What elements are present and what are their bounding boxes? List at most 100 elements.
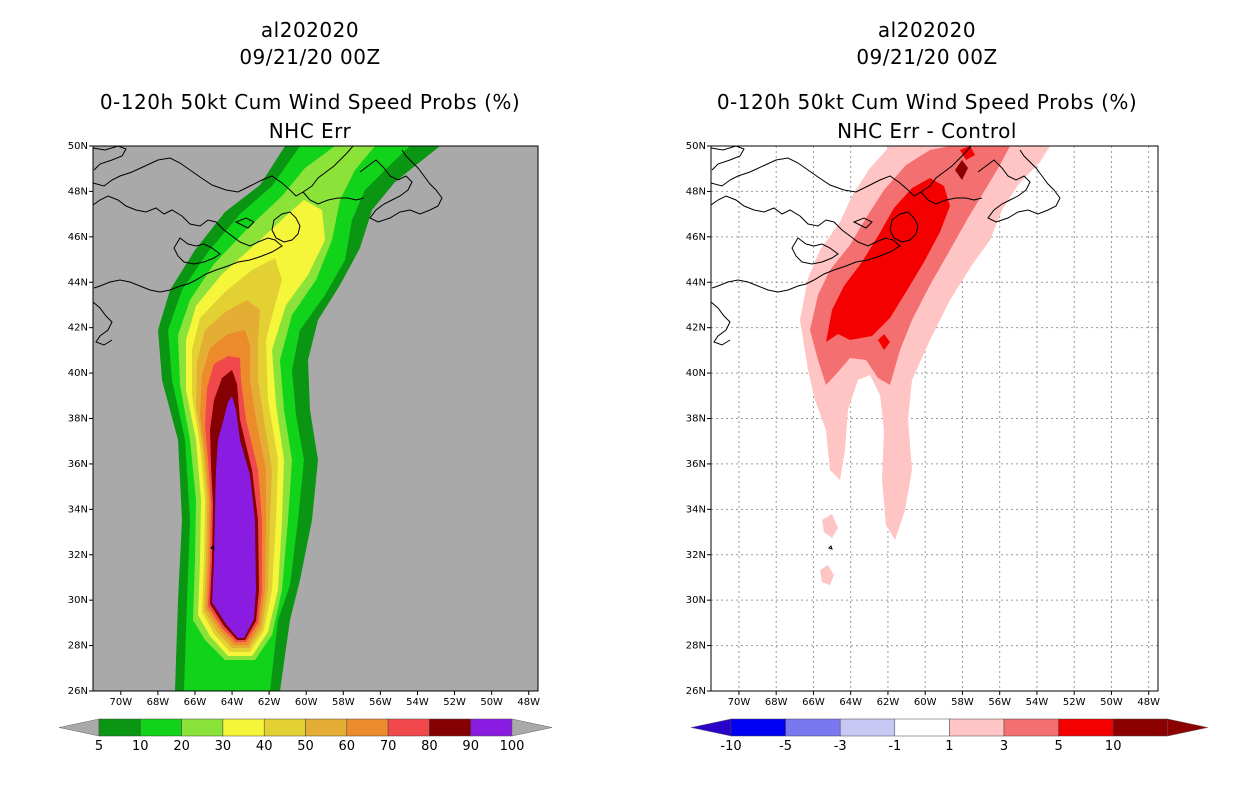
left-ytick-label: 32N: [68, 550, 88, 561]
right-colorbar-box: [730, 718, 786, 737]
right-colorbar-label: 5: [1054, 739, 1062, 754]
left-xtick-label: 70W: [110, 697, 133, 708]
right-colorbar-box: [785, 718, 841, 737]
left-ytick-label: 46N: [68, 232, 88, 243]
right-xtick-label: 48W: [1137, 697, 1160, 708]
right-xtick-label: 62W: [877, 697, 900, 708]
left-datetime: 09/21/20 00Z: [239, 45, 380, 69]
right-colorbar-box: [1112, 718, 1169, 737]
right-ytick-label: 50N: [686, 141, 706, 152]
right-colorbar: -10 -5 -3 -1 1 3 5 10: [690, 718, 1208, 754]
left-colorbar-box: [305, 718, 348, 737]
left-xtick-label: 58W: [332, 697, 355, 708]
right-ytick-label: 34N: [686, 504, 706, 515]
left-contour-band-10: [212, 396, 256, 638]
right-colorbar-box: [949, 718, 1005, 737]
left-chart-title: 0-120h 50kt Cum Wind Speed Probs (%): [100, 90, 520, 114]
right-panel: al202020 09/21/20 00Z 0-120h 50kt Cum Wi…: [686, 18, 1208, 754]
right-chart-title: 0-120h 50kt Cum Wind Speed Probs (%): [717, 90, 1137, 114]
left-ytick-label: 42N: [68, 323, 88, 334]
left-colorbar: 5 10 20 30 40 50 60 70 80 90 100: [58, 718, 553, 754]
left-ytick-label: 36N: [68, 459, 88, 470]
right-ytick-label: 32N: [686, 550, 706, 561]
left-xtick-label: 48W: [517, 697, 540, 708]
left-ytick-label: 50N: [68, 141, 88, 152]
right-ytick-label: 42N: [686, 323, 706, 334]
right-colorbar-box: [839, 718, 896, 737]
right-contour-5to10-blob: [878, 334, 890, 350]
right-storm-id: al202020: [878, 18, 976, 42]
right-ytick-label: 44N: [686, 277, 706, 288]
right-axis-ticks: 70W 68W 66W 64W 62W 60W 58W 56W 54W 52W 50W 48W 26N 2…: [686, 141, 1160, 708]
left-colorbar-extend-high: [511, 718, 553, 737]
left-colorbar-label: 10: [132, 739, 149, 754]
left-colorbar-box: [181, 718, 224, 737]
left-xtick-label: 56W: [369, 697, 392, 708]
left-colorbar-extend-low: [58, 718, 100, 737]
left-colorbar-box: [222, 718, 265, 737]
left-colorbar-label: 100: [500, 739, 525, 754]
left-colorbar-label: 40: [256, 739, 273, 754]
left-probability-contours: [158, 146, 440, 691]
left-map: [93, 146, 538, 691]
left-ytick-label: 48N: [68, 186, 88, 197]
right-ytick-label: 48N: [686, 186, 706, 197]
left-colorbar-box: [263, 718, 306, 737]
left-xtick-label: 52W: [443, 697, 466, 708]
right-colorbar-label: 1: [945, 739, 953, 754]
left-colorbar-label: 70: [380, 739, 397, 754]
right-xtick-label: 68W: [765, 697, 788, 708]
left-colorbar-label: 5: [95, 739, 103, 754]
left-colorbar-box: [346, 718, 389, 737]
left-ytick-label: 40N: [68, 368, 88, 379]
left-colorbar-label: 30: [215, 739, 232, 754]
left-ytick-label: 30N: [68, 595, 88, 606]
left-xtick-label: 62W: [258, 697, 281, 708]
right-ytick-label: 26N: [686, 686, 706, 697]
right-colorbar-box: [1058, 718, 1114, 737]
right-colorbar-label: -1: [888, 739, 901, 754]
right-xtick-label: 60W: [914, 697, 937, 708]
left-ytick-label: 34N: [68, 504, 88, 515]
right-colorbar-label: -3: [834, 739, 847, 754]
left-storm-id: al202020: [261, 18, 359, 42]
right-contour-1to3-blob-a: [822, 514, 838, 538]
right-ytick-label: 28N: [686, 641, 706, 652]
left-colorbar-box: [387, 718, 430, 737]
right-contour-5to10-top: [960, 146, 975, 160]
right-colorbar-label: -10: [720, 739, 741, 754]
right-colorbar-box: [1003, 718, 1059, 737]
right-xtick-label: 54W: [1026, 697, 1049, 708]
left-colorbar-box: [98, 718, 141, 737]
left-panel: al202020 09/21/20 00Z 0-120h 50kt Cum Wi…: [58, 18, 553, 754]
right-colorbar-extend-high: [1167, 718, 1208, 737]
left-xtick-label: 54W: [406, 697, 429, 708]
right-contour-gt10: [955, 160, 968, 180]
left-xtick-label: 64W: [221, 697, 244, 708]
right-ytick-label: 40N: [686, 368, 706, 379]
left-xtick-label: 50W: [480, 697, 503, 708]
left-ytick-label: 28N: [68, 641, 88, 652]
right-xtick-label: 56W: [988, 697, 1011, 708]
right-chart-subtitle: NHC Err - Control: [837, 119, 1017, 143]
left-axis-ticks: 70W 68W 66W 64W 62W 60W 58W 56W 54W 52W 50W 48W 26N 2…: [68, 141, 540, 708]
right-colorbar-box: [894, 718, 950, 737]
left-colorbar-label: 20: [173, 739, 190, 754]
right-xtick-label: 50W: [1100, 697, 1123, 708]
right-xtick-label: 58W: [951, 697, 974, 708]
right-colorbar-label: -5: [779, 739, 792, 754]
right-difference-contours: [800, 146, 1050, 585]
right-ytick-label: 38N: [686, 414, 706, 425]
left-colorbar-label: 90: [462, 739, 479, 754]
left-colorbar-label: 50: [297, 739, 314, 754]
right-colorbar-label: 3: [1000, 739, 1008, 754]
right-colorbar-label: 10: [1105, 739, 1122, 754]
left-chart-subtitle: NHC Err: [269, 119, 352, 143]
left-ytick-label: 26N: [68, 686, 88, 697]
right-ytick-label: 36N: [686, 459, 706, 470]
right-contour-1to3-blob-b: [820, 565, 834, 585]
left-xtick-label: 68W: [147, 697, 170, 708]
right-xtick-label: 52W: [1063, 697, 1086, 708]
left-colorbar-box: [429, 718, 471, 737]
